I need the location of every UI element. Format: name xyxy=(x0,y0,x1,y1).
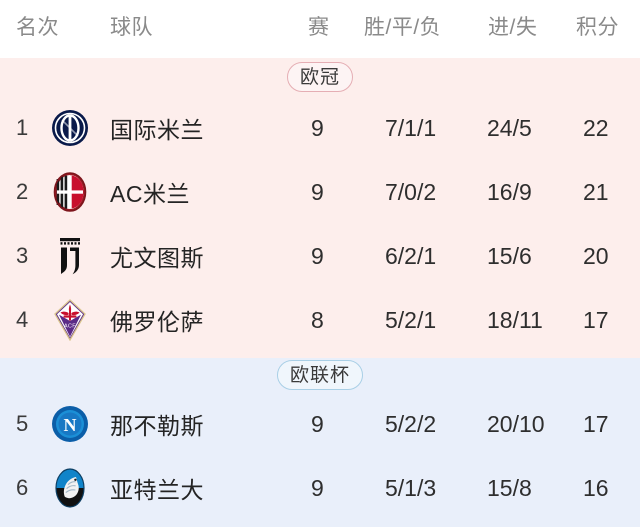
row-points: 20 xyxy=(583,242,609,269)
row-points: 17 xyxy=(583,410,609,437)
table-row[interactable]: 4 ACF 佛罗伦萨 8 5/2/1 18/11 17 xyxy=(0,288,640,352)
table-row[interactable]: 2 AC米兰 9 7/0/2 16/9 21 xyxy=(0,160,640,224)
row-rank: 4 xyxy=(16,307,29,332)
row-team: 国际米兰 xyxy=(110,117,204,143)
table-row[interactable]: 5 N 那不勒斯 9 5/2/2 20/10 17 xyxy=(0,392,640,456)
row-win-draw-loss: 7/0/2 xyxy=(385,178,437,205)
row-team: 那不勒斯 xyxy=(110,413,204,439)
header-goals: 进/失 xyxy=(488,16,538,39)
row-played: 9 xyxy=(311,474,324,501)
header-points: 积分 xyxy=(576,16,619,39)
row-goals: 15/8 xyxy=(487,474,532,501)
atalanta-crest xyxy=(50,468,90,508)
row-points: 17 xyxy=(583,306,609,333)
header-team: 球队 xyxy=(110,16,153,39)
row-rank: 5 xyxy=(16,411,29,436)
svg-text:ACF: ACF xyxy=(64,324,76,330)
row-rank: 1 xyxy=(16,115,29,140)
fiorentina-crest: ACF xyxy=(50,299,90,341)
row-points: 21 xyxy=(583,178,609,205)
row-played: 9 xyxy=(311,242,324,269)
row-win-draw-loss: 7/1/1 xyxy=(385,114,437,141)
row-win-draw-loss: 5/1/3 xyxy=(385,474,437,501)
row-rank: 3 xyxy=(16,243,29,268)
header-win-draw-loss: 胜/平/负 xyxy=(364,16,442,39)
zone-badge-europa-league: 欧联杯 xyxy=(277,360,363,390)
row-played: 9 xyxy=(311,410,324,437)
row-goals: 20/10 xyxy=(487,410,545,437)
row-goals: 16/9 xyxy=(487,178,532,205)
napoli-crest: N xyxy=(50,404,90,444)
row-played: 9 xyxy=(311,178,324,205)
table-row[interactable]: 3 尤文图斯 9 6/2/1 15/6 20 xyxy=(0,224,640,288)
row-win-draw-loss: 5/2/2 xyxy=(385,410,437,437)
row-goals: 18/11 xyxy=(487,306,543,333)
row-rank: 2 xyxy=(16,179,29,204)
row-team: 亚特兰大 xyxy=(110,477,204,503)
row-goals: 15/6 xyxy=(487,242,532,269)
inter-milan-crest xyxy=(50,108,90,148)
header-rank: 名次 xyxy=(16,16,59,39)
row-points: 16 xyxy=(583,474,609,501)
row-win-draw-loss: 6/2/1 xyxy=(385,242,437,269)
champions-league-zone-background xyxy=(0,58,640,358)
row-played: 8 xyxy=(311,306,324,333)
table-row[interactable]: 1 国际米兰 9 7/1/1 24/5 22 xyxy=(0,96,640,160)
row-win-draw-loss: 5/2/1 xyxy=(385,306,437,333)
juventus-crest xyxy=(50,236,90,276)
row-team: 佛罗伦萨 xyxy=(110,309,204,335)
row-goals: 24/5 xyxy=(487,114,532,141)
row-rank: 6 xyxy=(16,475,29,500)
row-played: 9 xyxy=(311,114,324,141)
row-points: 22 xyxy=(583,114,609,141)
header-background xyxy=(0,0,640,58)
table-header-row: 名次 球队 赛 胜/平/负 进/失 积分 xyxy=(0,0,640,58)
table-row[interactable]: 6 亚特兰大 9 5/1/3 15/8 16 xyxy=(0,456,640,520)
row-team: AC米兰 xyxy=(110,181,190,207)
ac-milan-crest xyxy=(50,172,90,212)
svg-text:N: N xyxy=(64,415,77,435)
row-team: 尤文图斯 xyxy=(110,245,204,271)
header-played: 赛 xyxy=(308,16,330,39)
zone-badge-champions-league: 欧冠 xyxy=(287,62,353,92)
